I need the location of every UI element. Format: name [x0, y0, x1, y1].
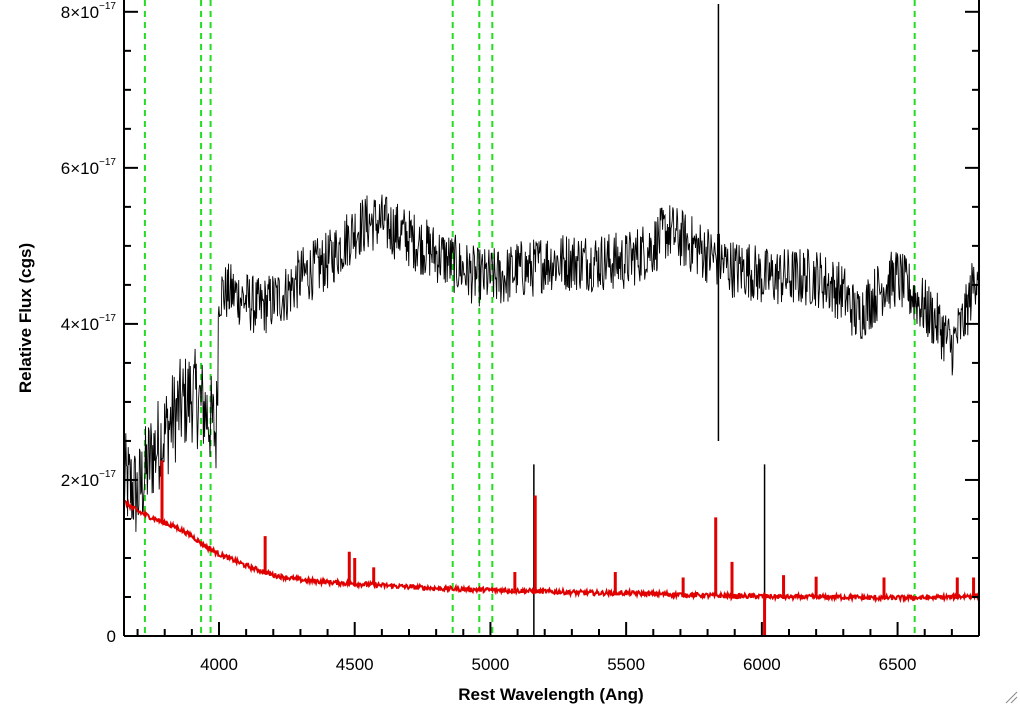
- y-tick-label: 8×10−17: [61, 1, 117, 22]
- x-tick-label: 4500: [336, 655, 374, 674]
- y-tick-label: 6×10−17: [61, 157, 117, 178]
- x-tick-label: 4000: [200, 655, 238, 674]
- y-tick-label: 4×10−17: [61, 313, 117, 334]
- x-tick-label: 6000: [743, 655, 781, 674]
- y-axis-title: Relative Flux (cgs): [16, 243, 35, 393]
- tick-labels: 4000 4500 5000 5500 6000 6500 0 2×10−17 4×10−17 6…: [61, 1, 917, 674]
- resize-grip-icon[interactable]: [1004, 690, 1018, 704]
- reference-lines: [143, 0, 916, 636]
- x-tick-label: 6500: [879, 655, 917, 674]
- x-tick-label: 5500: [607, 655, 645, 674]
- y-tick-label: 2×10−17: [61, 469, 117, 490]
- series-layer: [124, 4, 979, 636]
- x-axis-title: Rest Wavelength (Ang): [458, 685, 643, 704]
- y-tick-label: 0: [107, 627, 116, 646]
- series-red-error: [124, 498, 979, 604]
- plot-frame: [123, 0, 980, 637]
- axis-ticks: [124, 10, 980, 637]
- series-black-spectrum: [124, 194, 979, 532]
- x-tick-label: 5000: [472, 655, 510, 674]
